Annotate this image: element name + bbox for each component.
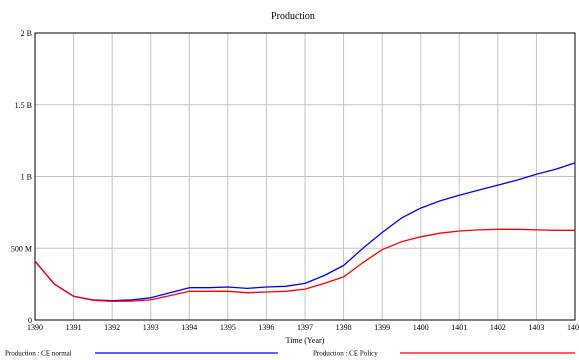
x-axis-label: Time (Year)	[286, 336, 325, 345]
legend: Production : CE normal Production : CE Po…	[5, 350, 575, 358]
x-tick-label: 1391	[66, 323, 82, 332]
x-tick-label: 1399	[374, 323, 390, 332]
legend-label: Production : CE normal	[5, 350, 72, 358]
x-tick-label: 1395	[220, 323, 236, 332]
series-line-ce-normal	[34, 162, 576, 302]
series-line-ce-policy	[34, 228, 575, 302]
x-tick-label: 1393	[143, 323, 159, 332]
x-tick-label: 1390	[27, 323, 43, 332]
y-axis-ticks: 0 500 M 1 B 1.5 B 2 B	[11, 29, 32, 325]
chart-title: Production	[271, 11, 315, 22]
y-tick-label: 1 B	[21, 173, 32, 182]
y-tick-label: 0	[28, 316, 32, 325]
y-tick-label: 2 B	[21, 29, 32, 38]
y-tick-label: 500 M	[11, 244, 32, 253]
y-tick-label: 1.5 B	[15, 101, 32, 110]
series-layer	[34, 162, 576, 302]
x-tick-label: 1392	[104, 323, 120, 332]
x-axis-ticks: 1390 1391 1392 1393 1394 1395 1396 1397 1398 1399…	[27, 323, 579, 332]
x-tick-label: 1396	[258, 323, 274, 332]
x-tick-label: 1404	[567, 323, 579, 332]
x-tick-label: 1402	[490, 323, 506, 332]
x-tick-label: 1397	[297, 323, 313, 332]
legend-label: Production : CE Policy	[313, 350, 378, 358]
x-tick-label: 1401	[451, 323, 467, 332]
x-tick-label: 1400	[413, 323, 429, 332]
x-tick-label: 1394	[181, 323, 197, 332]
x-tick-label: 1403	[528, 323, 544, 332]
x-tick-label: 1398	[336, 323, 352, 332]
plot-frame	[34, 32, 576, 321]
grid	[35, 33, 575, 320]
